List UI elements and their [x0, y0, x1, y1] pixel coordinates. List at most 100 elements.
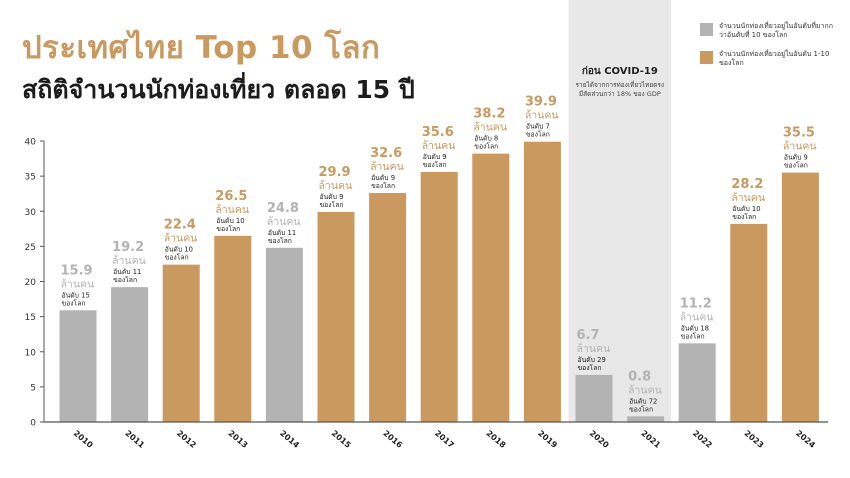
rank-label-2012-line2: ของโลก [165, 253, 189, 262]
y-tick-label: 0 [30, 419, 36, 429]
rank-label-2022-line2: ของโลก [681, 331, 705, 340]
unit-label-2014: ล้านคน [267, 216, 301, 228]
covid-title: ก่อน COVID-19 [582, 65, 658, 77]
legend-label-gray: จำนวนนักท่องเที่ยวอยู่ในอันดับที่มากกว่า… [719, 22, 833, 39]
unit-label-2024: ล้านคน [783, 141, 817, 153]
value-label-2013: 26.5 [215, 189, 247, 204]
rank-label-2011-line1: อันดับ 11 [113, 268, 141, 276]
rank-label-2023-line1: อันดับ 10 [732, 205, 760, 213]
y-tick-label: 5 [30, 383, 36, 393]
bar-2017 [420, 171, 458, 422]
rank-label-2022-line1: อันดับ 18 [681, 324, 709, 332]
x-tick-label-2024: 2024 [794, 429, 817, 450]
rank-label-2011-line2: ของโลก [113, 275, 137, 284]
rank-label-2015-line1: อันดับ 9 [320, 193, 344, 201]
rank-label-2018-line2: ของโลก [474, 142, 498, 151]
rank-label-2017-line1: อันดับ 9 [423, 153, 447, 161]
page-subtitle: สถิติจำนวนนักท่องเที่ยว ตลอด 15 ปี [22, 75, 415, 104]
rank-label-2018-line1: อันดับ 8 [474, 135, 498, 143]
value-label-2022: 11.2 [680, 296, 712, 311]
x-tick-label-2021: 2021 [639, 429, 662, 450]
y-tick-label: 10 [25, 348, 37, 358]
x-tick-label-2020: 2020 [588, 429, 611, 450]
value-label-2015: 29.9 [319, 165, 351, 180]
x-tick-label-2022: 2022 [691, 429, 714, 450]
value-label-2023: 28.2 [731, 177, 763, 192]
unit-label-2018: ล้านคน [473, 122, 507, 134]
unit-label-2017: ล้านคน [422, 140, 456, 152]
bar-2016 [369, 192, 407, 422]
covid-band [568, 0, 672, 422]
rank-label-2020-line2: ของโลก [578, 363, 602, 372]
rank-label-2010-line1: อันดับ 15 [62, 291, 90, 299]
unit-label-2021: ล้านคน [628, 384, 662, 396]
rank-label-2015-line2: ของโลก [320, 200, 344, 209]
x-tick-label-2011: 2011 [123, 429, 146, 450]
x-tick-label-2019: 2019 [536, 429, 559, 450]
value-label-2024: 35.5 [783, 126, 815, 141]
bar-2013 [214, 235, 252, 422]
rank-label-2023-line2: ของโลก [732, 212, 756, 221]
y-tick-label: 20 [25, 278, 37, 288]
value-label-2020: 6.7 [577, 328, 600, 343]
bar-2020 [575, 374, 613, 422]
rank-label-2019-line1: อันดับ 7 [526, 123, 550, 131]
x-tick-label-2023: 2023 [743, 429, 766, 450]
value-label-2012: 22.4 [164, 218, 196, 233]
rank-label-2021-line2: ของโลก [629, 404, 653, 413]
bar-2022 [678, 343, 716, 422]
rank-label-2014-line2: ของโลก [268, 236, 292, 245]
legend-swatch-gray [700, 23, 713, 36]
rank-label-2013-line2: ของโลก [216, 224, 240, 233]
rank-label-2021-line1: อันดับ 72 [629, 397, 657, 405]
covid-note-line1: รายได้จากการท่องเที่ยวไทยตรง [576, 80, 665, 89]
rank-label-2013-line1: อันดับ 10 [216, 217, 244, 225]
rank-label-2012-line1: อันดับ 10 [165, 246, 193, 254]
y-tick-label: 25 [25, 243, 36, 253]
unit-label-2016: ล้านคน [370, 161, 404, 173]
value-label-2016: 32.6 [370, 146, 402, 161]
x-tick-label-2012: 2012 [175, 429, 198, 450]
unit-label-2010: ล้านคน [61, 278, 95, 290]
covid-note-line2: มีสัดส่วนกว่า 18% ของ GDP [579, 90, 661, 98]
x-tick-label-2013: 2013 [227, 429, 250, 450]
bar-2024 [781, 172, 819, 422]
x-tick-label-2010: 2010 [72, 429, 95, 450]
unit-label-2022: ล้านคน [680, 311, 714, 323]
legend-label-gold: จำนวนนักท่องเที่ยวอยู่ในอันดับ 1-10 ของโ… [719, 50, 830, 67]
x-tick-label-2018: 2018 [485, 429, 508, 450]
bar-2010 [59, 310, 97, 422]
unit-label-2019: ล้านคน [525, 110, 559, 122]
legend-swatch-gold [700, 51, 713, 64]
page-title: ประเทศไทย Top 10 โลก [22, 30, 381, 66]
value-label-2021: 0.8 [628, 369, 651, 384]
unit-label-2012: ล้านคน [164, 233, 198, 245]
bar-2018 [472, 153, 510, 422]
rank-label-2014-line1: อันดับ 11 [268, 229, 296, 237]
value-label-2018: 38.2 [473, 107, 505, 122]
bar-2011 [111, 287, 149, 422]
unit-label-2011: ล้านคน [112, 255, 146, 267]
value-label-2014: 24.8 [267, 201, 299, 216]
y-tick-label: 35 [25, 173, 36, 183]
x-tick-label-2015: 2015 [330, 429, 353, 450]
bar-2012 [162, 264, 200, 422]
bar-2023 [730, 223, 768, 422]
value-label-2011: 19.2 [112, 240, 144, 255]
unit-label-2020: ล้านคน [577, 343, 611, 355]
x-tick-label-2014: 2014 [278, 429, 301, 450]
value-label-2010: 15.9 [61, 263, 93, 278]
bar-2014 [265, 247, 303, 422]
unit-label-2015: ล้านคน [319, 180, 353, 192]
rank-label-2019-line2: ของโลก [526, 130, 550, 139]
y-tick-label: 30 [25, 208, 37, 218]
bar-2021 [627, 416, 665, 422]
rank-label-2024-line2: ของโลก [784, 161, 808, 170]
x-tick-label-2016: 2016 [381, 429, 404, 450]
legend-item-gray: จำนวนนักท่องเที่ยวอยู่ในอันดับที่มากกว่า… [700, 22, 840, 40]
y-tick-label: 15 [25, 313, 36, 323]
unit-label-2023: ล้านคน [731, 192, 765, 204]
rank-label-2017-line2: ของโลก [423, 160, 447, 169]
rank-label-2016-line1: อันดับ 9 [371, 174, 395, 182]
